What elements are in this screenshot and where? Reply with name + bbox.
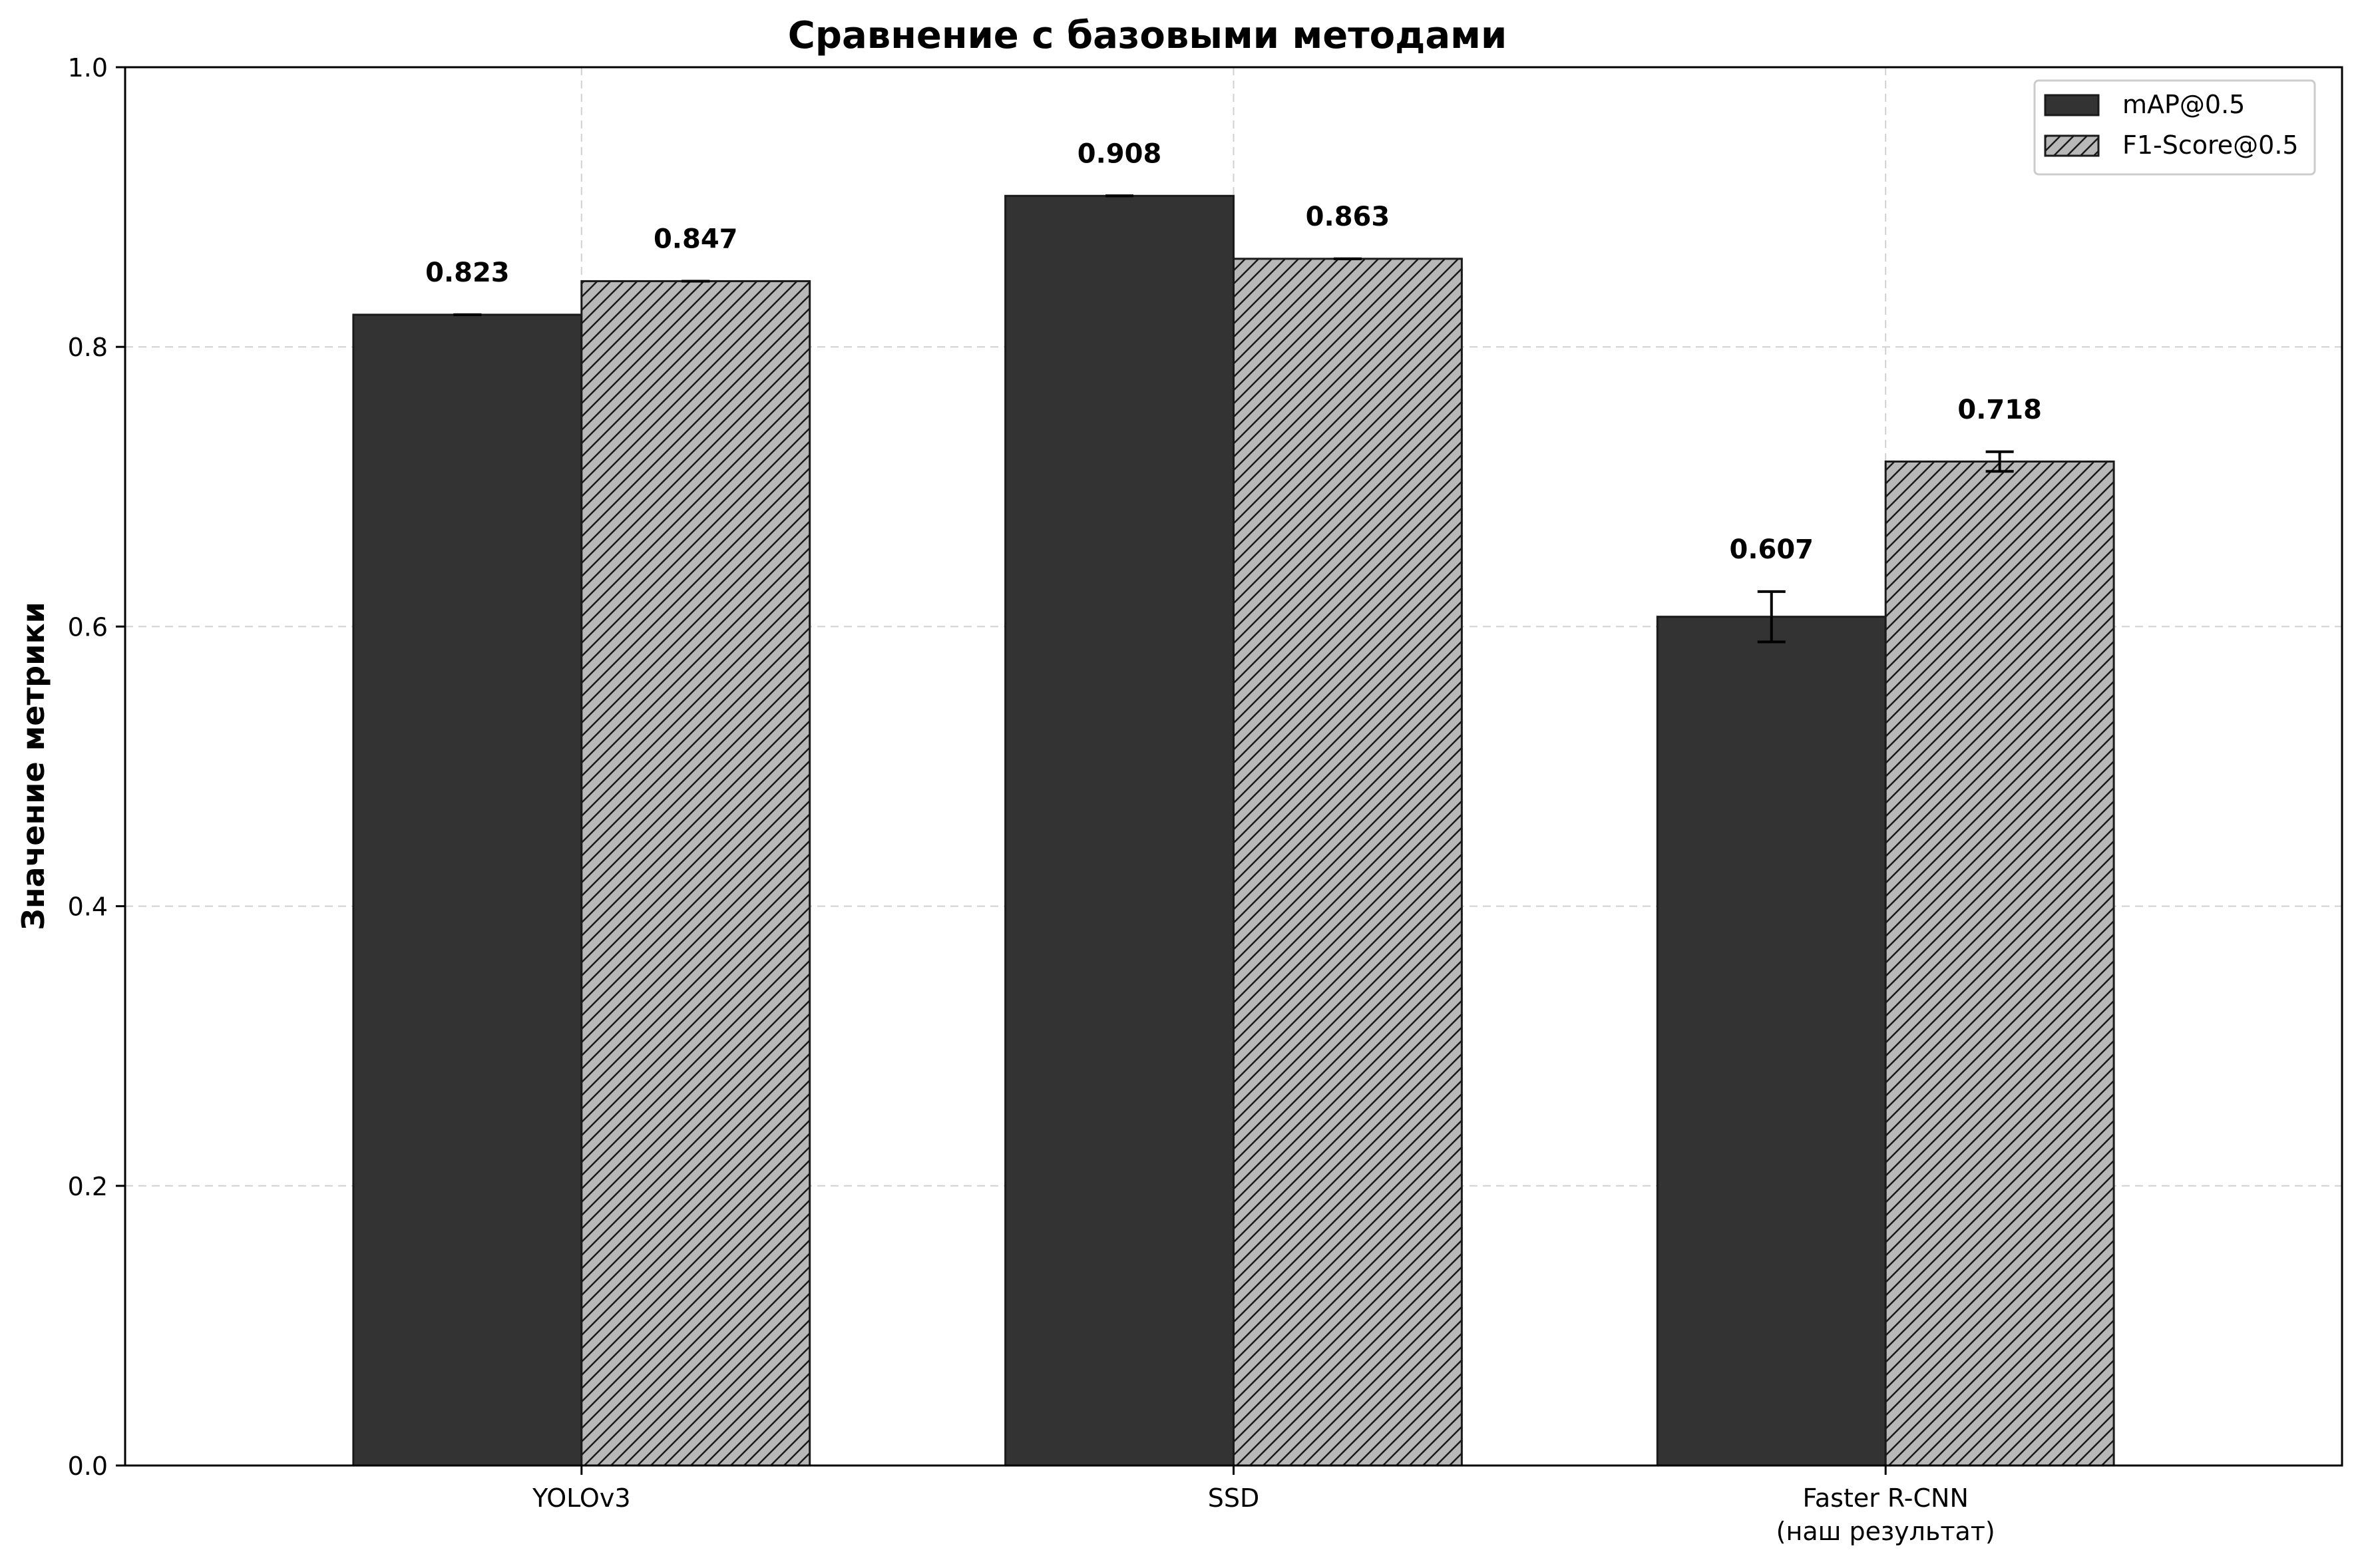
bar-map <box>1004 194 1235 1467</box>
x-tick-label: Faster R-CNN <box>1803 1483 1969 1513</box>
bar-f1 <box>1884 460 2115 1467</box>
bar-f1 <box>1233 258 1463 1467</box>
legend-box <box>2033 79 2316 176</box>
y-tick-label: 0.6 <box>68 612 108 642</box>
bar-value-label: 0.847 <box>654 224 738 254</box>
y-tick-label: 0.8 <box>68 333 108 362</box>
legend: mAP@0.5 F1-Score@0.5 <box>2033 79 2316 176</box>
bar-map <box>1656 616 1887 1467</box>
bar-value-label: 0.863 <box>1306 202 1390 232</box>
x-tick-label: (наш результат) <box>1776 1517 1995 1546</box>
y-axis-label: Значение метрики <box>15 602 51 930</box>
legend-swatch <box>2044 134 2100 157</box>
error-bar <box>1757 590 1786 644</box>
bar-value-label: 0.607 <box>1729 534 1814 565</box>
y-tick-label: 0.4 <box>68 892 108 922</box>
x-tick-label: YOLOv3 <box>532 1483 630 1513</box>
bar-map <box>352 313 583 1467</box>
error-bar <box>1985 450 2014 473</box>
axes: 0.0 0.2 0.4 0.6 0.8 1.0 YOLOv3 SSD Faster R-CNN (… <box>68 53 2343 1546</box>
bar-value-label: 0.718 <box>1957 395 2042 425</box>
data-labels: 0.823 0.908 0.607 0.847 0.863 0.718 <box>425 138 2042 565</box>
y-tick-label: 1.0 <box>68 53 108 83</box>
legend-swatch <box>2044 94 2100 116</box>
legend-entry-label: mAP@0.5 <box>2122 90 2245 119</box>
chart-title: Сравнение с базовыми методами <box>788 14 1507 57</box>
bar-f1 <box>580 280 811 1467</box>
bars <box>352 194 2115 1467</box>
bar-value-label: 0.823 <box>425 258 510 288</box>
legend-entry-label: F1-Score@0.5 <box>2122 130 2299 160</box>
y-tick-label: 0.0 <box>68 1452 108 1481</box>
x-tick-label: SSD <box>1208 1483 1260 1513</box>
bar-value-label: 0.908 <box>1078 138 1162 169</box>
y-tick-label: 0.2 <box>68 1172 108 1201</box>
